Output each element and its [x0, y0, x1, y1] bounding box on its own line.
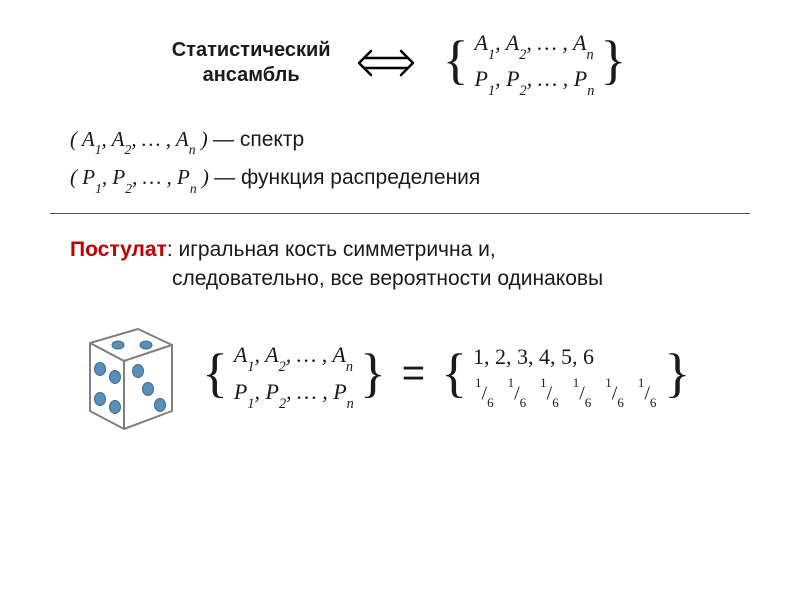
title-line1: Статистический: [172, 39, 331, 61]
ensemble-row: Статистический ансамбль { A1, A2, … , An: [60, 30, 740, 97]
distfn-tuple: ( P1, P2, … , Pn ): [70, 165, 214, 189]
double-arrow-icon: [351, 45, 421, 81]
lhs-brace: { A1, A2, … , An P1, P2, … , Pn }: [200, 342, 388, 409]
P-sequence: P1, P2, … , Pn: [474, 66, 594, 96]
distfn-label: — функция распределения: [214, 166, 480, 189]
equals-sign: =: [398, 351, 429, 396]
slide: Статистический ансамбль { A1, A2, … , An: [0, 0, 800, 600]
ensemble-lines: A1, A2, … , An P1, P2, … , Pn: [470, 30, 598, 97]
A-sequence: A1, A2, … , An: [474, 30, 594, 60]
postulate: Постулат: игральная кость симметрична и,…: [70, 236, 740, 293]
lhs-lines: A1, A2, … , An P1, P2, … , Pn: [230, 342, 358, 409]
lhs-A: A1, A2, … , An: [234, 342, 354, 372]
postulate-text1: игральная кость симметрична и,: [179, 238, 496, 261]
ensemble-brace: { A1, A2, … , An P1, P2, … , Pn }: [441, 30, 629, 97]
right-brace-icon: }: [662, 351, 692, 397]
right-brace-icon: }: [358, 351, 388, 397]
dice-icon: [60, 311, 190, 441]
title-line2: ансамбль: [203, 64, 300, 86]
definitions: ( A1, A2, … , An ) — спектр ( P1, P2, … …: [70, 127, 740, 193]
spectrum-label: — спектр: [213, 128, 304, 151]
left-brace-icon: {: [439, 351, 469, 397]
postulate-colon: :: [167, 238, 179, 261]
distfn-def: ( P1, P2, … , Pn ) — функция распределен…: [70, 165, 740, 193]
spectrum-def: ( A1, A2, … , An ) — спектр: [70, 127, 740, 155]
rhs-brace: { 1, 2, 3, 4, 5, 6 1/6 1/6 1/6 1/6 1/6 1…: [439, 344, 692, 409]
right-brace-icon: }: [598, 38, 628, 84]
title-block: Статистический ансамбль: [172, 38, 331, 88]
lhs-P: P1, P2, … , Pn: [234, 379, 354, 409]
left-brace-icon: {: [441, 38, 471, 84]
divider: [50, 213, 750, 214]
spectrum-tuple: ( A1, A2, … , An ): [70, 127, 213, 151]
postulate-label: Постулат: [70, 238, 167, 261]
left-brace-icon: {: [200, 351, 230, 397]
dice-equation-row: { A1, A2, … , An P1, P2, … , Pn } = { 1,…: [60, 311, 740, 441]
rhs-lines: 1, 2, 3, 4, 5, 6 1/6 1/6 1/6 1/6 1/6 1/6: [469, 344, 662, 409]
postulate-text2: следовательно, все вероятности одинаковы: [172, 267, 603, 290]
outcomes: 1, 2, 3, 4, 5, 6: [473, 344, 658, 370]
probabilities: 1/6 1/6 1/6 1/6 1/6 1/6: [473, 380, 658, 409]
